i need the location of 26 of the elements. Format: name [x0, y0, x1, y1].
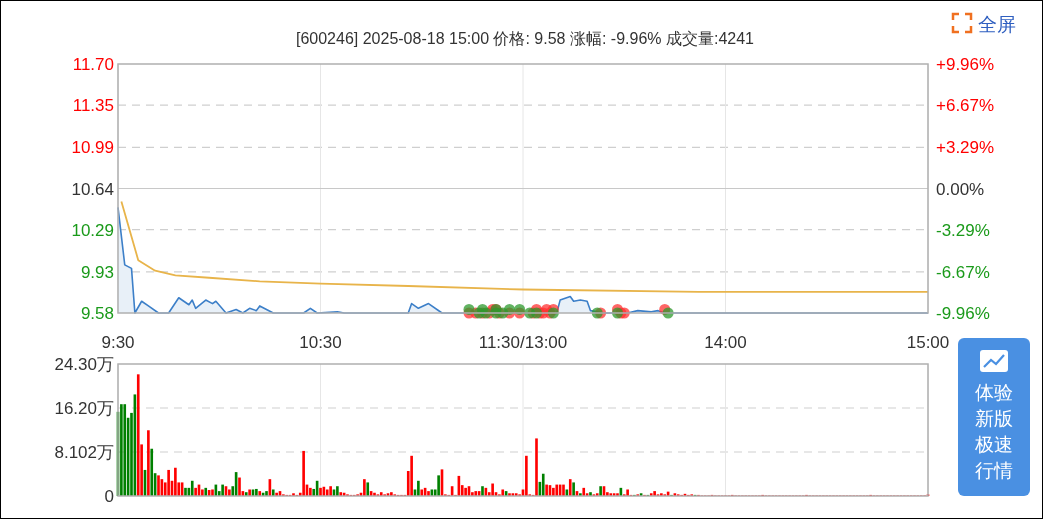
x-tick-label: 11:30/13:00	[478, 333, 568, 352]
y-tick-label: 11.70	[72, 55, 114, 74]
y-tick-label: 10.64	[71, 179, 114, 199]
y-tick-label: 10.99	[71, 138, 114, 158]
y-tick-label: 9.93	[80, 262, 114, 282]
y2-tick-label: +6.67%	[936, 96, 995, 116]
x-tick-label: 15:00	[906, 333, 950, 352]
y-tick-label: 0	[104, 487, 114, 506]
y-tick-label: 11.35	[72, 96, 114, 116]
y2-tick-label: -6.67%	[936, 262, 990, 282]
x-tick-label: 10:30	[299, 333, 342, 352]
y-tick-label: 8.102万	[54, 442, 114, 462]
y-tick-label: 16.20万	[54, 399, 114, 418]
text: 全屏	[978, 13, 1016, 35]
y2-tick-label: +3.29%	[936, 138, 995, 158]
y2-tick-label: -3.29%	[936, 220, 990, 240]
chart-title: [600246] 2025-08-18 15:00 价格: 9.58 涨幅: -9.96% 成交量:4241	[295, 30, 755, 47]
y2-tick-label: -9.96%	[936, 304, 990, 323]
y2-tick-label: 0.00%	[936, 179, 985, 199]
y-tick-label: 24.30万	[54, 355, 114, 374]
text: 体验新版极速行情	[974, 382, 1013, 481]
y2-tick-label: +9.96%	[936, 55, 995, 74]
y-tick-label: 10.29	[71, 220, 114, 240]
x-tick-label: 9:30	[101, 333, 135, 352]
x-tick-label: 14:00	[704, 333, 747, 352]
y-tick-label: 9.58	[80, 304, 114, 323]
